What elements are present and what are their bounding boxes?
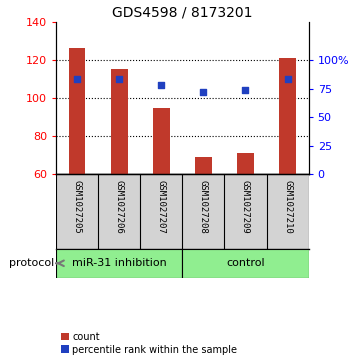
Text: control: control	[226, 258, 265, 268]
Bar	[182, 249, 309, 278]
Point	[116, 76, 122, 82]
Point	[74, 76, 80, 82]
Bar	[69, 49, 86, 174]
Text: GSM1027208: GSM1027208	[199, 180, 208, 234]
Bar	[56, 249, 182, 278]
Bar	[153, 107, 170, 174]
Text: GSM1027207: GSM1027207	[157, 180, 166, 234]
Point	[158, 82, 164, 87]
Bar	[279, 58, 296, 174]
Point	[243, 87, 248, 93]
Text: GSM1027209: GSM1027209	[241, 180, 250, 234]
Title: GDS4598 / 8173201: GDS4598 / 8173201	[112, 5, 253, 19]
Text: protocol: protocol	[9, 258, 54, 268]
Text: GSM1027210: GSM1027210	[283, 180, 292, 234]
Legend: count, percentile rank within the sample: count, percentile rank within the sample	[61, 332, 238, 355]
Point	[200, 89, 206, 95]
Bar	[111, 69, 127, 174]
Point	[285, 76, 291, 82]
Text: miR-31 inhibition: miR-31 inhibition	[72, 258, 166, 268]
Text: GSM1027205: GSM1027205	[73, 180, 82, 234]
Bar	[195, 157, 212, 174]
Bar	[237, 153, 254, 174]
Text: GSM1027206: GSM1027206	[115, 180, 123, 234]
